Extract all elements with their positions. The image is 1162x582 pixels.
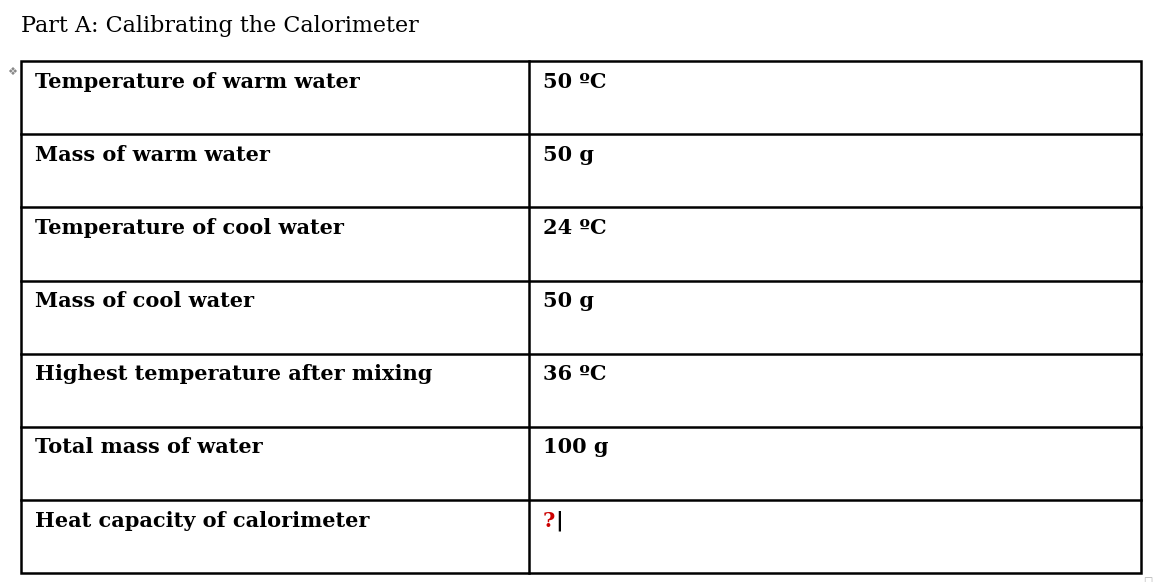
Text: 36 ºC: 36 ºC bbox=[543, 364, 607, 384]
Text: Mass of warm water: Mass of warm water bbox=[35, 145, 270, 165]
Text: 24 ºC: 24 ºC bbox=[543, 218, 607, 238]
Text: Temperature of cool water: Temperature of cool water bbox=[35, 218, 344, 238]
Text: Highest temperature after mixing: Highest temperature after mixing bbox=[35, 364, 432, 384]
Text: ?: ? bbox=[543, 510, 555, 531]
Text: |: | bbox=[555, 510, 564, 531]
Text: 50 g: 50 g bbox=[543, 291, 594, 311]
Text: Temperature of warm water: Temperature of warm water bbox=[35, 72, 359, 91]
Text: Mass of cool water: Mass of cool water bbox=[35, 291, 253, 311]
Text: Total mass of water: Total mass of water bbox=[35, 438, 263, 457]
Text: Heat capacity of calorimeter: Heat capacity of calorimeter bbox=[35, 510, 370, 531]
Text: 50 g: 50 g bbox=[543, 145, 594, 165]
Text: ❖: ❖ bbox=[7, 67, 17, 77]
Text: □: □ bbox=[1143, 576, 1153, 582]
Text: 50 ºC: 50 ºC bbox=[543, 72, 607, 91]
Text: 100 g: 100 g bbox=[543, 438, 608, 457]
Text: Part A: Calibrating the Calorimeter: Part A: Calibrating the Calorimeter bbox=[21, 15, 418, 37]
